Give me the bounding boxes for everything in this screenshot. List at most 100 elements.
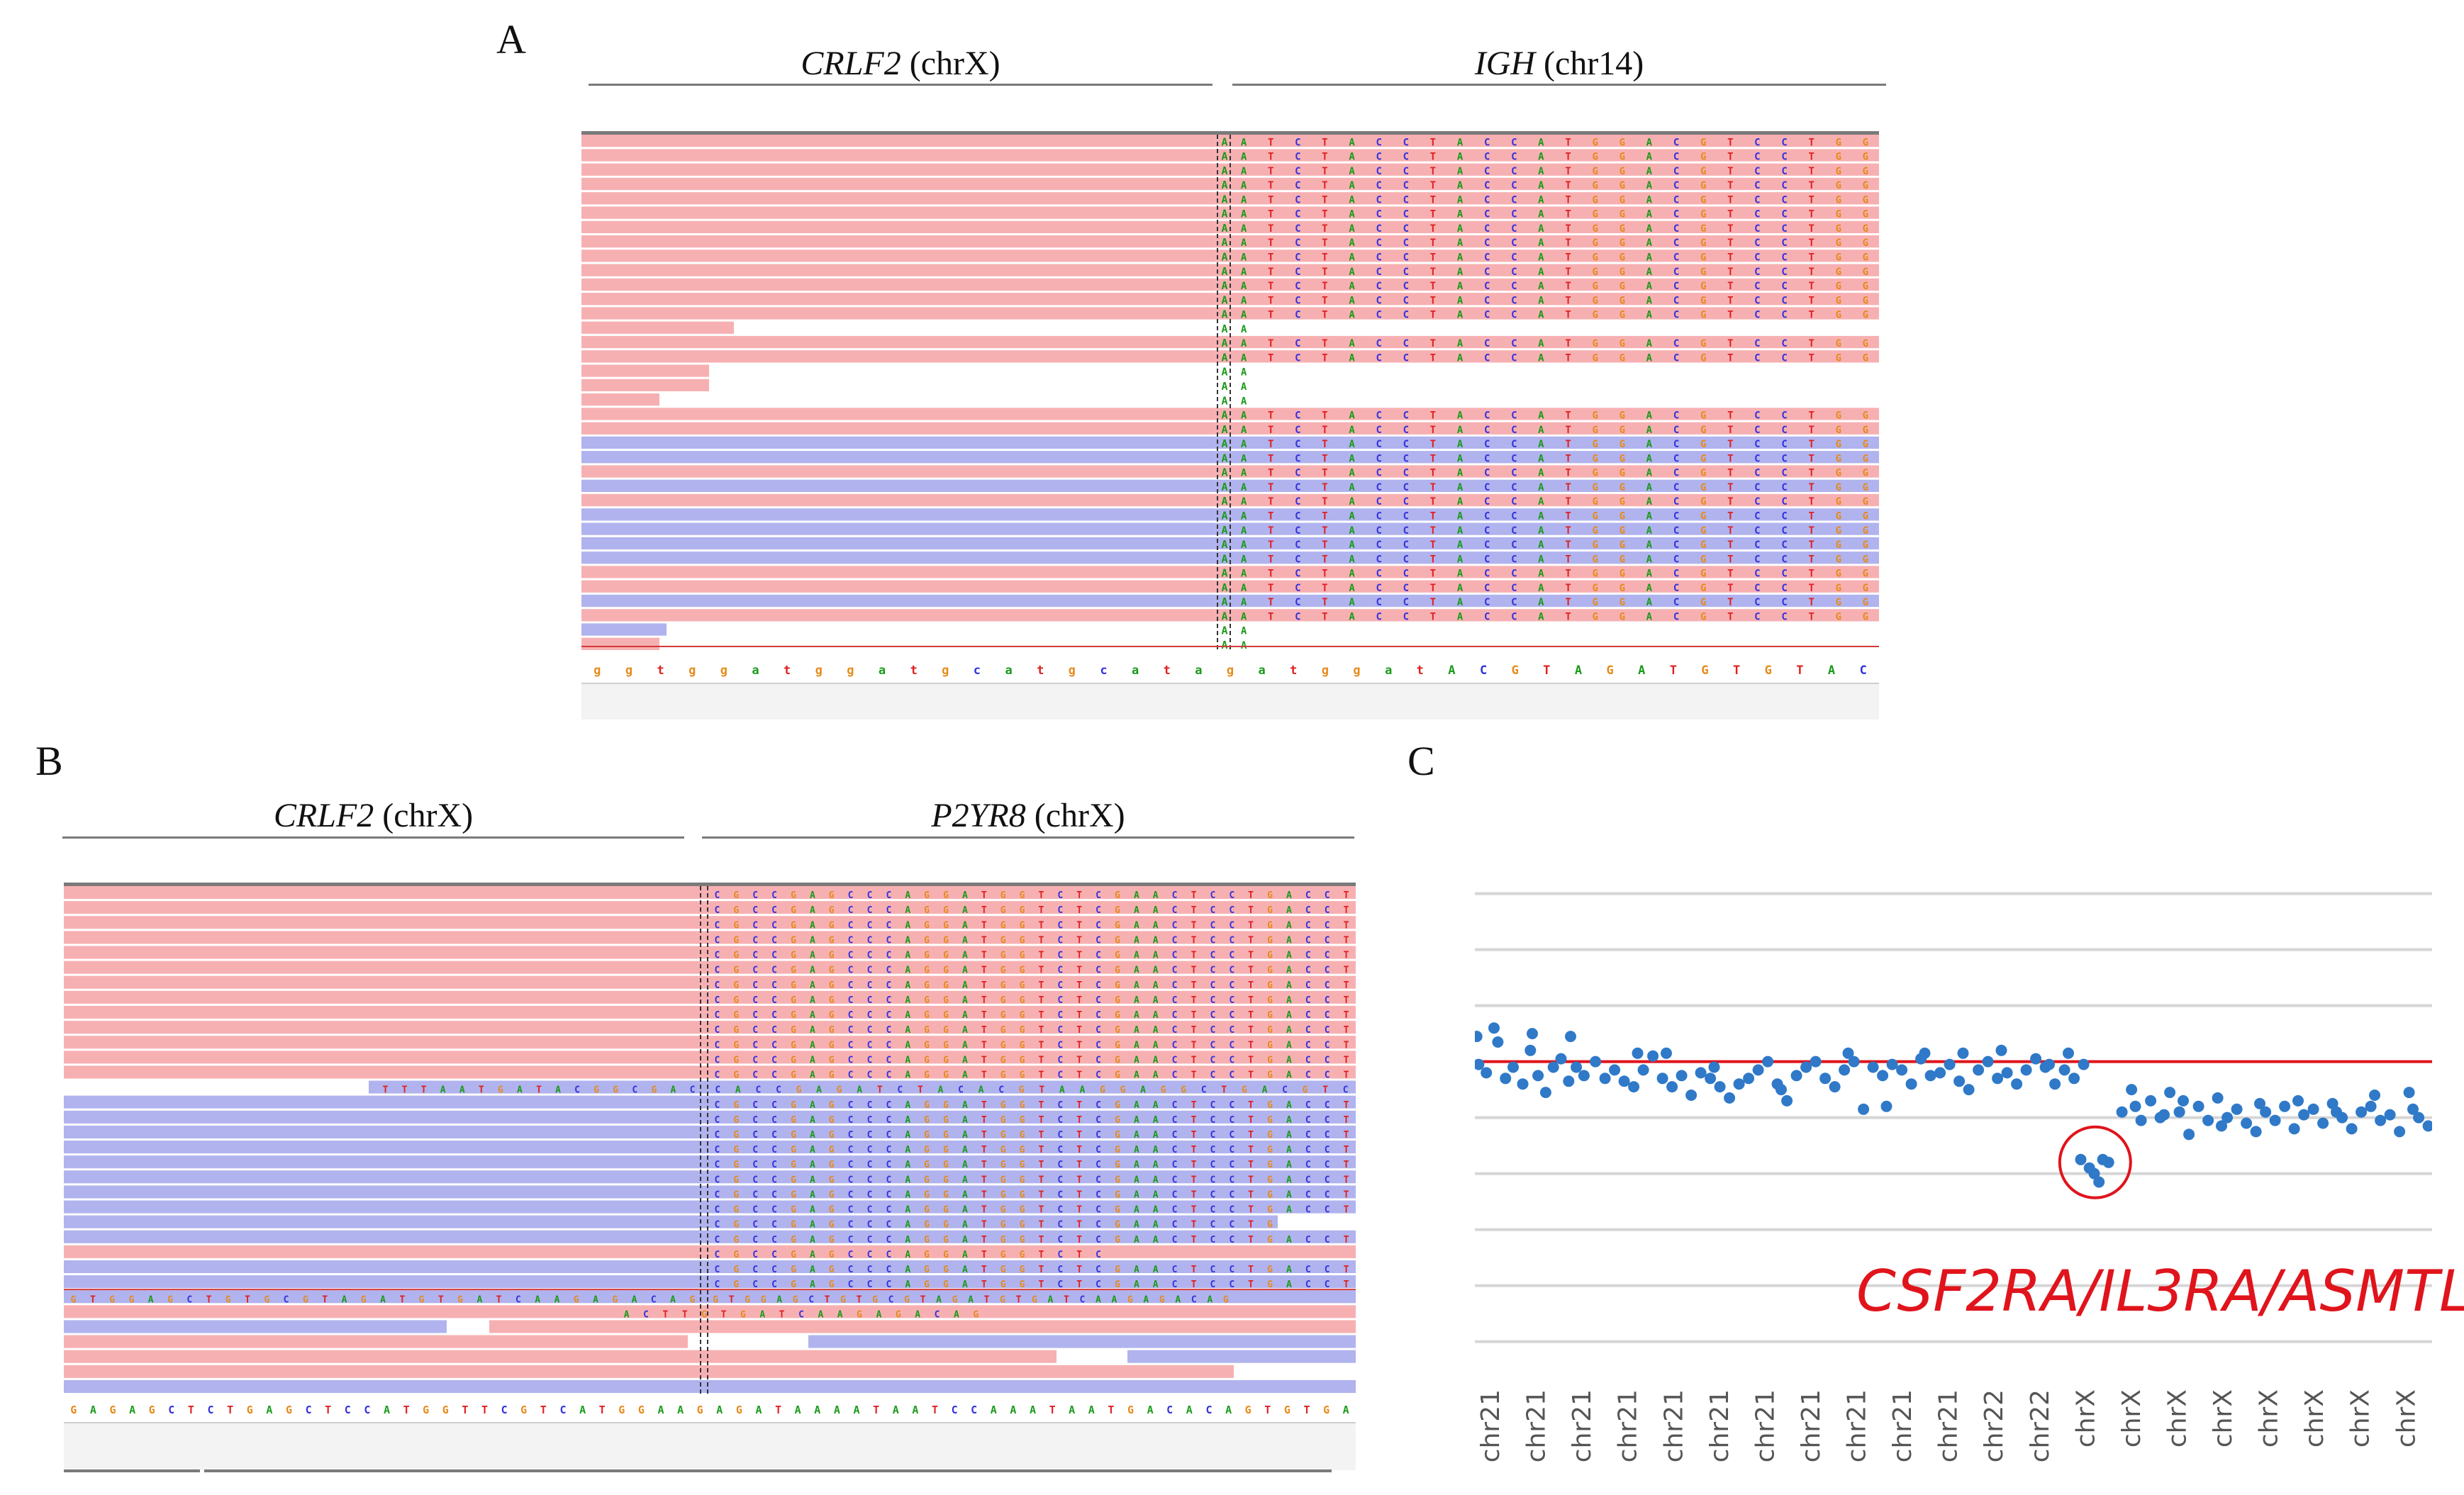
reference-base: T — [227, 1404, 233, 1416]
data-point — [1628, 1081, 1640, 1093]
read-base: C — [1325, 980, 1330, 991]
data-point — [2375, 1114, 2387, 1126]
read-base: C — [1096, 890, 1101, 901]
read-base: A — [1646, 597, 1653, 608]
read-base: C — [1781, 137, 1787, 148]
read-base: T — [1191, 1145, 1197, 1155]
read-base: C — [714, 1190, 720, 1201]
read-bar — [64, 1350, 1057, 1363]
read-base: T — [1038, 1025, 1044, 1036]
read-base: G — [264, 1294, 269, 1305]
read-base: G — [943, 1235, 949, 1245]
read-base: G — [791, 890, 796, 901]
read-base: A — [1457, 194, 1464, 206]
reference-base: T — [1108, 1404, 1114, 1416]
read-base: G — [791, 995, 796, 1006]
read-base: G — [1836, 295, 1841, 306]
read-base: C — [1295, 453, 1300, 464]
read-base: A — [1241, 252, 1247, 264]
read-base: T — [1727, 281, 1733, 292]
reference-base: C — [501, 1404, 508, 1416]
data-point — [1500, 1073, 1512, 1085]
read-base: C — [1295, 511, 1300, 522]
read-base: C — [848, 951, 854, 961]
read-base: C — [1754, 209, 1760, 220]
read-base: A — [1646, 554, 1653, 565]
read-base: G — [791, 1175, 796, 1185]
read-base: T — [1565, 425, 1571, 436]
x-tick-label: chr21 — [1843, 1389, 1872, 1462]
read-base: C — [886, 936, 891, 946]
read-base: G — [1592, 180, 1598, 191]
read-base: C — [771, 995, 777, 1006]
read-base: T — [1430, 252, 1436, 264]
read-base: G — [1115, 1280, 1120, 1290]
read-base: C — [1325, 1205, 1330, 1216]
read-base: A — [1241, 410, 1247, 422]
read-base: C — [886, 1235, 891, 1245]
data-point — [1609, 1064, 1621, 1076]
read-base: C — [1484, 209, 1490, 220]
read-base: T — [1248, 1190, 1254, 1201]
read-base: T — [1248, 980, 1254, 991]
read-base: T — [1268, 468, 1273, 479]
read-base: C — [714, 890, 720, 901]
read-base: T — [1191, 1100, 1197, 1111]
x-tick-label: chr21 — [1568, 1389, 1597, 1462]
read-base: G — [1592, 597, 1598, 608]
read-base: A — [968, 1294, 974, 1305]
read-base: T — [1565, 352, 1571, 364]
read-base: A — [1349, 597, 1355, 608]
read-base: G — [924, 1235, 930, 1245]
read-base: C — [886, 1055, 891, 1065]
read-base: C — [1781, 468, 1787, 479]
reference-base: C — [364, 1404, 370, 1416]
read-base: C — [1229, 1220, 1234, 1231]
read-base: G — [593, 1085, 599, 1096]
read-base: G — [1020, 1175, 1025, 1185]
read-base: A — [1457, 554, 1464, 565]
read-base: T — [1808, 352, 1814, 364]
read-base: A — [1134, 1040, 1139, 1051]
data-point — [1656, 1073, 1668, 1085]
read-base: G — [1620, 166, 1625, 177]
read-base: G — [857, 1309, 862, 1320]
read-base: T — [981, 1010, 987, 1021]
reference-base: T — [1670, 663, 1677, 678]
x-tick-label: chrX — [2117, 1389, 2146, 1448]
read-base: A — [1646, 611, 1653, 622]
read-base: T — [1727, 511, 1733, 522]
read-base: C — [651, 1294, 657, 1305]
read-base: C — [848, 1160, 854, 1170]
read-base: C — [1057, 1235, 1063, 1245]
read-base: G — [924, 1115, 930, 1126]
read-base: A — [1457, 539, 1464, 551]
read-base: T — [1248, 995, 1254, 1006]
read-base: G — [1000, 980, 1006, 991]
read-base: C — [1484, 583, 1490, 594]
read-base: G — [1115, 995, 1120, 1006]
reference-base: t — [1037, 663, 1044, 678]
read-base: C — [1295, 554, 1300, 565]
read-base: C — [1325, 1040, 1330, 1051]
read-base: C — [1305, 1100, 1311, 1111]
read-base: T — [981, 890, 987, 901]
read-bar — [581, 609, 1879, 622]
data-point — [2369, 1090, 2380, 1101]
read-base: A — [1241, 381, 1247, 393]
read-base: C — [284, 1294, 289, 1305]
read-base: A — [1646, 525, 1653, 537]
read-base: G — [791, 1040, 796, 1051]
read-base: T — [1344, 1100, 1349, 1111]
read-base: G — [1115, 965, 1120, 976]
data-point — [1953, 1075, 1966, 1087]
read-base: A — [1538, 267, 1544, 278]
read-base: G — [924, 951, 930, 961]
read-base: C — [1484, 511, 1490, 522]
read-base: A — [1538, 511, 1544, 522]
read-base: T — [1076, 905, 1082, 916]
read-base: T — [1076, 920, 1082, 931]
x-tick-label: chrX — [2255, 1389, 2284, 1448]
